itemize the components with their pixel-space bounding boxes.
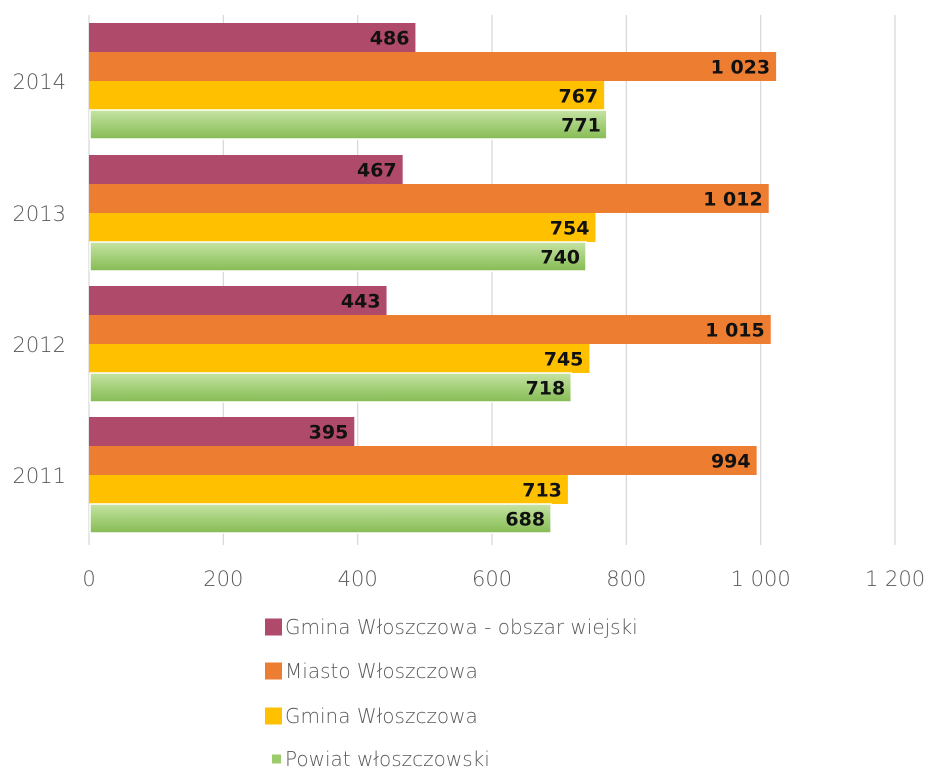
bar-2013-series-2 xyxy=(89,184,769,213)
data-labels: 395 994 713 688 443 1 015 745 718 467 1 012 754 740… xyxy=(309,28,770,531)
bar-2012-series-4 xyxy=(89,372,573,403)
bar-2014-series-3 xyxy=(89,81,605,110)
data-label-2011-series-1: 395 xyxy=(309,422,349,444)
bar-2011-series-4 xyxy=(89,503,552,534)
tick-label-800: 800 xyxy=(606,567,646,591)
data-label-2014-series-1: 486 xyxy=(370,28,410,50)
bar-2013-series-3 xyxy=(89,213,596,242)
tick-label-1200: 1 200 xyxy=(865,567,925,591)
data-label-2011-series-3: 713 xyxy=(522,480,562,502)
legend: Gmina Włoszczowa - obszar wiejski Miasto … xyxy=(265,615,638,769)
tick-label-600: 600 xyxy=(472,567,512,591)
tick-label-0: 0 xyxy=(82,567,95,591)
category-label-2011: 2011 xyxy=(13,464,66,488)
category-label-2014: 2014 xyxy=(13,70,66,94)
bar-2012-series-1 xyxy=(89,286,387,315)
bar-2011-series-3 xyxy=(89,475,568,504)
legend-label-series-1: Gmina Włoszczowa - obszar wiejski xyxy=(285,615,638,639)
bar-2011-series-2 xyxy=(89,446,757,475)
data-label-2011-series-4: 688 xyxy=(505,509,545,531)
bar-2014-series-2 xyxy=(89,52,777,81)
data-label-2012-series-1: 443 xyxy=(341,291,381,313)
data-label-2012-series-3: 745 xyxy=(544,349,584,371)
data-label-2012-series-4: 718 xyxy=(526,378,566,400)
bar-2012-series-3 xyxy=(89,344,590,373)
bar-2013-series-4 xyxy=(89,241,587,272)
tick-label-200: 200 xyxy=(203,567,243,591)
legend-swatch-series-4 xyxy=(272,754,281,764)
bar-2014-series-4 xyxy=(89,109,608,140)
bar-2014-series-1 xyxy=(89,23,416,52)
legend-label-series-2: Miasto Włoszczowa xyxy=(285,659,478,683)
legend-swatch-series-1 xyxy=(265,618,282,636)
bar-2011-series-1 xyxy=(89,417,355,446)
category-axis: 2011 2012 2013 2014 xyxy=(13,70,66,488)
tick-label-400: 400 xyxy=(338,567,378,591)
legend-label-series-4: Powiat włoszczowski xyxy=(285,747,490,769)
data-label-2013-series-3: 754 xyxy=(550,218,590,240)
data-label-2011-series-2: 994 xyxy=(711,451,751,473)
data-label-2013-series-4: 740 xyxy=(540,247,580,269)
data-label-2012-series-2: 1 015 xyxy=(705,320,765,342)
category-label-2013: 2013 xyxy=(13,202,66,226)
tick-label-1000: 1 000 xyxy=(731,567,791,591)
data-label-2013-series-1: 467 xyxy=(357,160,397,182)
legend-label-series-3: Gmina Włoszczowa xyxy=(285,704,478,728)
data-label-2014-series-4: 771 xyxy=(561,115,601,137)
bars xyxy=(89,23,777,534)
legend-swatch-series-2 xyxy=(265,662,282,680)
data-label-2014-series-2: 1 023 xyxy=(711,57,771,79)
data-label-2013-series-2: 1 012 xyxy=(703,189,763,211)
category-label-2012: 2012 xyxy=(13,333,66,357)
value-axis: 0 200 400 600 800 1 000 1 200 xyxy=(82,567,925,591)
legend-swatch-series-3 xyxy=(265,707,282,725)
bar-2012-series-2 xyxy=(89,315,771,344)
data-label-2014-series-3: 767 xyxy=(558,86,598,108)
bar-2013-series-1 xyxy=(89,155,403,184)
